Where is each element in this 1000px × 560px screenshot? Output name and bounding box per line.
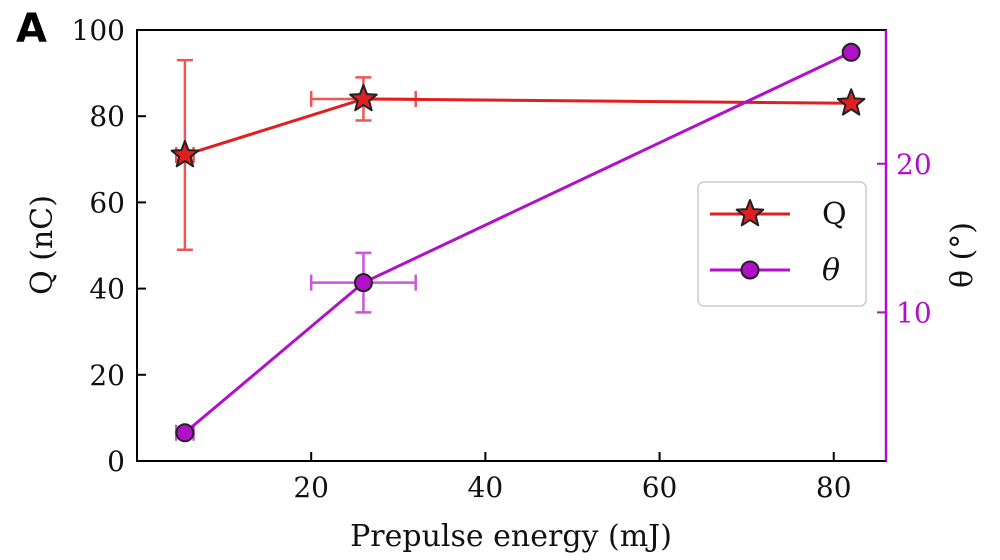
x-axis-title: Prepulse energy (mJ) [350, 519, 672, 554]
series-layer [170, 42, 866, 443]
q-star-marker [349, 83, 378, 112]
legend-theta-circle-marker [740, 260, 760, 280]
right-y-axis-title: θ (°) [945, 222, 980, 288]
q-series-line [184, 97, 852, 157]
y-tick-label: 40 [89, 273, 125, 306]
legend-theta-label: θ [822, 253, 840, 288]
x-tick-label: 40 [468, 471, 504, 504]
x-tick-label: 20 [293, 471, 329, 504]
axes-layer: 20 40 60 80 0 20 40 60 80 100 10 20 [72, 14, 932, 504]
theta-circle-marker [841, 42, 861, 62]
y-axis-title: Q (nC) [25, 195, 60, 295]
right-y-tick-label: 20 [896, 148, 932, 181]
panel-letter: A [16, 6, 47, 52]
q-star-marker [170, 139, 200, 168]
theta-circle-marker [175, 423, 195, 443]
x-tick-label: 80 [816, 471, 852, 504]
y-tick-label: 0 [107, 445, 125, 478]
legend-q-star-marker [735, 199, 765, 227]
theta-circle-marker [353, 273, 373, 293]
y-tick-label: 100 [72, 14, 125, 47]
q-star-marker [836, 88, 866, 116]
y-tick-label: 80 [89, 100, 125, 133]
legend-q-label: Q [822, 197, 847, 232]
y-tick-label: 60 [89, 186, 125, 219]
y-tick-label: 20 [89, 359, 125, 392]
legend: Qθ [697, 181, 867, 307]
x-tick-label: 60 [642, 471, 678, 504]
right-y-tick-label: 10 [896, 296, 932, 329]
